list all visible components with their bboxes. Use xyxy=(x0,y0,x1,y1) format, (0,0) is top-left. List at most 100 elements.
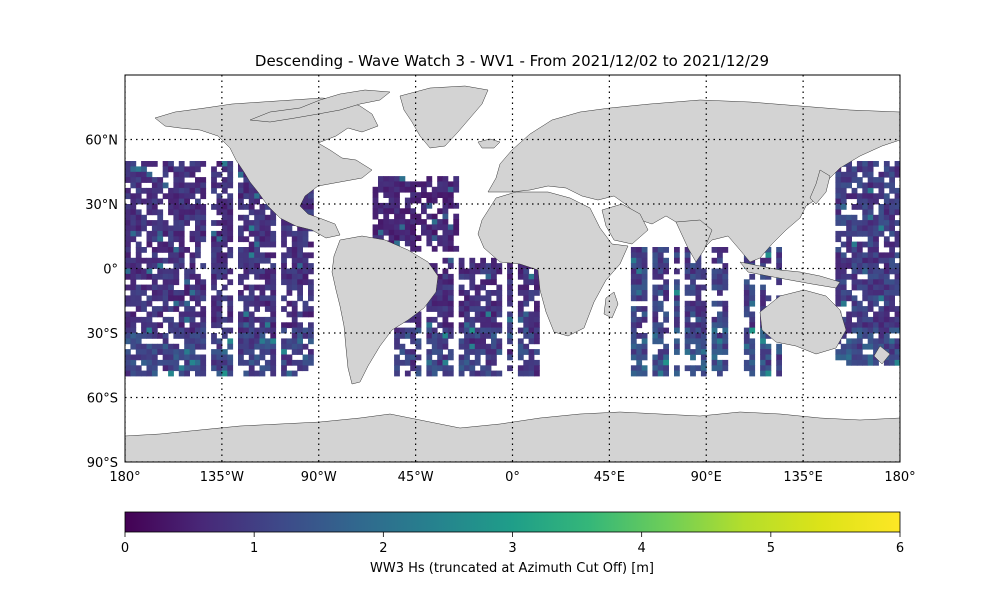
hs-cell xyxy=(636,354,643,361)
hs-cell xyxy=(184,214,190,221)
hs-cell xyxy=(125,349,131,355)
hs-cell xyxy=(873,343,879,350)
hs-cell xyxy=(523,268,530,275)
hs-cell xyxy=(749,349,756,355)
hs-cell xyxy=(652,273,659,280)
hs-cell xyxy=(178,171,185,178)
hs-cell xyxy=(641,290,648,296)
hs-cell xyxy=(410,213,416,220)
hs-cell xyxy=(238,247,244,253)
hs-cell xyxy=(297,311,303,318)
hs-cell xyxy=(130,204,137,210)
hs-cell xyxy=(415,327,422,334)
hs-cell xyxy=(851,322,858,329)
hs-cell xyxy=(130,359,137,366)
hs-cell xyxy=(200,236,207,243)
hs-cell xyxy=(238,257,244,264)
hs-cell xyxy=(216,365,223,372)
hs-cell xyxy=(851,306,858,312)
hs-cell xyxy=(297,273,303,280)
hs-cell xyxy=(507,268,513,275)
hs-cell xyxy=(221,230,228,237)
gridlines xyxy=(125,75,900,462)
hs-cell xyxy=(717,252,723,259)
hs-cell xyxy=(878,171,885,178)
hs-cell xyxy=(856,182,863,189)
hs-cell xyxy=(717,300,723,307)
hs-cell xyxy=(399,359,406,366)
hs-cell xyxy=(700,354,707,361)
hs-cell xyxy=(173,236,180,243)
hs-cell xyxy=(259,257,266,264)
hs-cell xyxy=(248,230,255,237)
hs-cell xyxy=(674,365,680,372)
hs-cell xyxy=(168,236,174,243)
hs-cell xyxy=(238,343,244,350)
hs-cell xyxy=(534,365,540,372)
hs-cell xyxy=(410,349,416,355)
hs-cell xyxy=(404,370,411,377)
hs-cell xyxy=(674,284,680,291)
hs-cell xyxy=(873,247,879,253)
hs-cell xyxy=(889,338,895,345)
hs-cell xyxy=(189,268,196,275)
hs-cell xyxy=(404,229,411,236)
hs-cell xyxy=(410,338,416,345)
hs-cell xyxy=(528,290,535,296)
hs-cell xyxy=(894,354,900,361)
hs-cell xyxy=(469,257,476,264)
hs-cell xyxy=(447,370,454,377)
hs-cell xyxy=(270,333,277,339)
hs-cell xyxy=(415,235,422,241)
hs-cell xyxy=(211,171,217,178)
hs-cell xyxy=(426,354,433,361)
hs-cell xyxy=(765,359,772,366)
hs-cell xyxy=(507,263,513,269)
hs-cell xyxy=(641,365,648,372)
hs-cell xyxy=(878,284,885,291)
hs-cell xyxy=(873,338,879,345)
hs-cell xyxy=(840,316,847,323)
hs-cell xyxy=(297,268,303,275)
hs-cell xyxy=(135,338,142,345)
hs-cell xyxy=(135,349,142,355)
hs-cell xyxy=(447,181,454,188)
hs-cell xyxy=(184,166,190,173)
hs-cell xyxy=(846,290,852,296)
hs-cell xyxy=(243,220,250,226)
hs-cell xyxy=(248,290,255,296)
hs-cell xyxy=(491,343,497,350)
hs-cell xyxy=(399,176,406,182)
hs-cell xyxy=(189,209,196,216)
hs-cell xyxy=(162,225,169,232)
hs-cell xyxy=(216,161,223,167)
hs-cell xyxy=(264,349,271,355)
hs-cell xyxy=(717,365,723,372)
hs-cell xyxy=(835,193,842,200)
hs-cell xyxy=(431,343,438,350)
hs-cell xyxy=(458,365,465,372)
hs-cell xyxy=(189,359,196,366)
hs-cell xyxy=(695,257,702,264)
hs-cell xyxy=(243,268,250,275)
hs-cell xyxy=(431,300,438,307)
hs-cell xyxy=(157,343,164,350)
hs-cell xyxy=(674,311,680,318)
hs-cell xyxy=(291,252,298,259)
colorbar xyxy=(124,511,901,533)
hs-cell xyxy=(146,316,153,323)
hs-cell xyxy=(297,225,303,232)
hs-cell xyxy=(178,198,185,205)
hs-cell xyxy=(690,284,696,291)
hs-cell xyxy=(528,327,535,334)
hs-cell xyxy=(894,359,900,366)
hs-cell xyxy=(410,354,416,361)
hs-cell xyxy=(889,252,895,259)
hs-cell xyxy=(189,193,196,200)
hs-cell xyxy=(227,171,234,178)
hs-cell xyxy=(286,300,293,307)
hs-cell xyxy=(308,268,314,275)
hs-cell xyxy=(743,327,750,334)
hs-cell xyxy=(657,338,664,345)
hs-cell xyxy=(711,247,718,253)
